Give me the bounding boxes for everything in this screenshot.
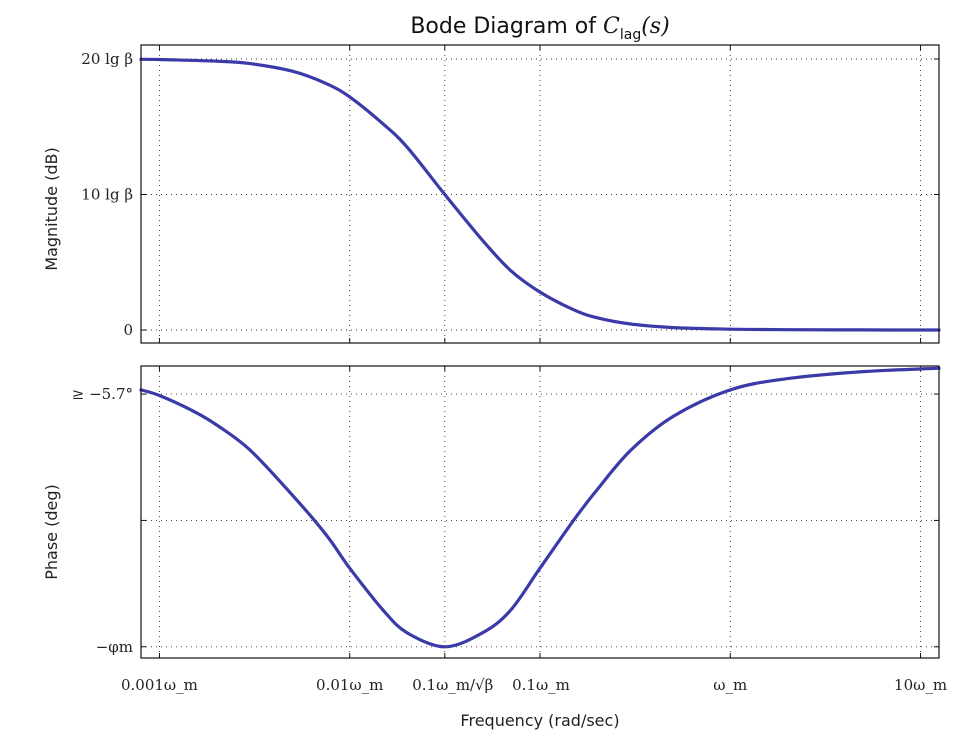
phase-curve <box>139 366 941 649</box>
phase-panel: ≥ −5.7° −φm 0.001ω_m 0.01ω_m 0.1ω_m/√β 0.1ω_m… <box>72 365 947 694</box>
magnitude-panel: 0 10 lg β 20 lg β <box>81 44 941 344</box>
chart-title: Bode Diagram of Clag(s) <box>410 14 669 43</box>
magnitude-y-tick-label: 0 <box>123 321 133 339</box>
phase-y-tick-label: ≥ −5.7° <box>72 385 133 403</box>
phase-y-tick-label: −φm <box>96 638 133 656</box>
frequency-x-tick-label: 10ω_m <box>894 676 947 694</box>
frequency-x-tick-label: ω_m <box>713 676 747 694</box>
phase-y-axis-label: Phase (deg) <box>42 484 61 580</box>
frequency-x-tick-label: 0.1ω_m <box>512 676 570 694</box>
frequency-x-tick-label: 0.1ω_m/√β <box>412 676 493 694</box>
chart-title-main: Bode Diagram of <box>410 14 603 39</box>
chart-title-symbol: C <box>603 14 620 39</box>
magnitude-y-tick-label: 20 lg β <box>81 50 133 68</box>
frequency-x-tick-label: 0.001ω_m <box>121 676 198 694</box>
chart-title-subscript: lag <box>620 27 641 43</box>
chart-title-arg: (s) <box>641 14 669 39</box>
magnitude-y-axis-label: Magnitude (dB) <box>42 147 61 270</box>
magnitude-curve <box>139 57 941 332</box>
magnitude-plot-frame <box>140 44 940 344</box>
frequency-x-axis-label: Frequency (rad/sec) <box>460 711 619 730</box>
magnitude-y-tick-label: 10 lg β <box>81 186 133 204</box>
phase-plot-frame <box>140 365 940 659</box>
frequency-x-tick-label: 0.01ω_m <box>316 676 383 694</box>
